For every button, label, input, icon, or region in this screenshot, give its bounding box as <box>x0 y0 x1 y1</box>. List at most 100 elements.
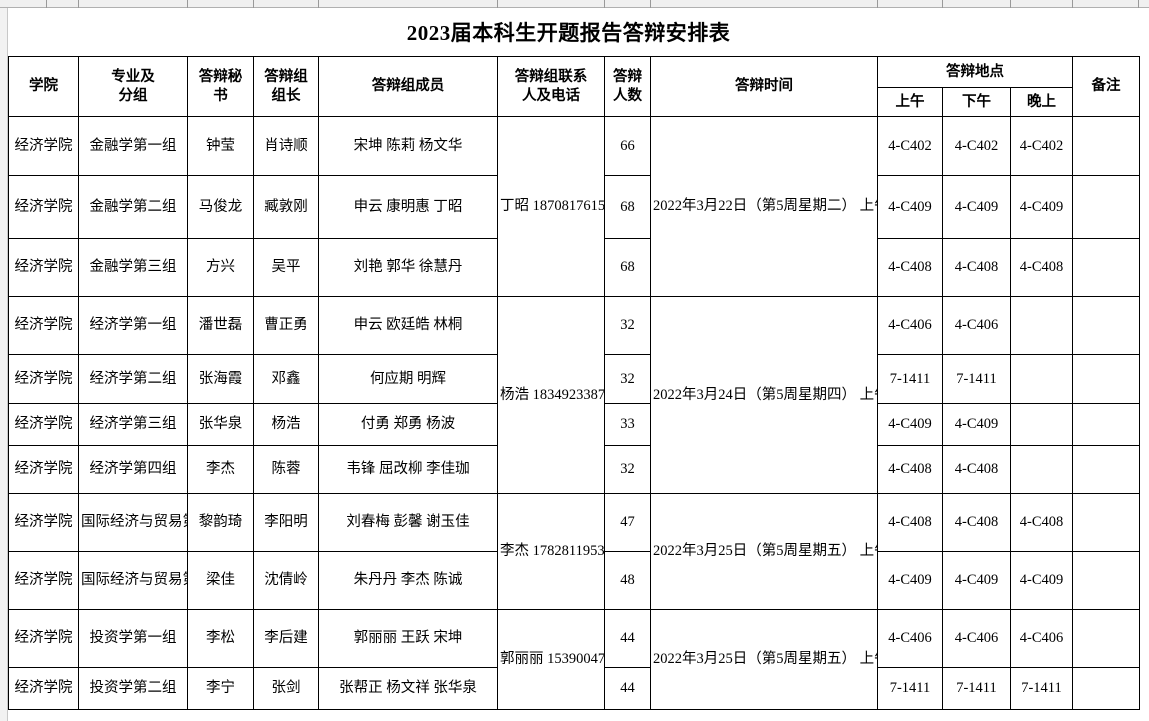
cell-venue-evening[interactable]: 4-C402 <box>1010 116 1073 176</box>
cell-major-group[interactable]: 金融学第二组 <box>78 175 188 239</box>
cell-members[interactable]: 何应期 明辉 <box>318 354 498 404</box>
cell-venue-afternoon[interactable]: 4-C409 <box>942 403 1011 446</box>
cell-venue-evening[interactable]: 7-1411 <box>1010 667 1073 710</box>
cell-venue-morning[interactable]: 4-C408 <box>877 445 943 494</box>
cell-venue-afternoon[interactable]: 4-C409 <box>942 175 1011 239</box>
cell-remark[interactable] <box>1072 667 1140 710</box>
cell-members[interactable]: 刘春梅 彭馨 谢玉佳 <box>318 493 498 552</box>
cell-venue-morning[interactable]: 4-C408 <box>877 238 943 297</box>
table-row[interactable]: 经济学院 经济学第一组 潘世磊 曹正勇 申云 欧廷皓 林桐 杨浩 18349233875 3… <box>8 296 1140 494</box>
cell-count[interactable]: 44 <box>604 667 651 710</box>
cell-college[interactable]: 经济学院 <box>8 609 79 668</box>
cell-count[interactable]: 68 <box>604 238 651 297</box>
cell-college[interactable]: 经济学院 <box>8 175 79 239</box>
cell-venue-evening[interactable]: 4-C408 <box>1010 493 1073 552</box>
cell-venue-afternoon[interactable]: 4-C408 <box>942 445 1011 494</box>
cell-members[interactable]: 朱丹丹 李杰 陈诚 <box>318 551 498 610</box>
cell-secretary[interactable]: 张华泉 <box>187 403 254 446</box>
cell-leader[interactable]: 陈蓉 <box>253 445 319 494</box>
cell-venue-afternoon[interactable]: 4-C402 <box>942 116 1011 176</box>
cell-college[interactable]: 经济学院 <box>8 116 79 176</box>
cell-major-group[interactable]: 投资学第二组 <box>78 667 188 710</box>
cell-remark[interactable] <box>1072 296 1140 355</box>
cell-secretary[interactable]: 方兴 <box>187 238 254 297</box>
cell-college[interactable]: 经济学院 <box>8 354 79 404</box>
cell-leader[interactable]: 李阳明 <box>253 493 319 552</box>
cell-contact[interactable]: 丁昭 18708176155 <box>497 116 605 297</box>
cell-secretary[interactable]: 马俊龙 <box>187 175 254 239</box>
cell-venue-evening[interactable] <box>1010 403 1073 446</box>
cell-members[interactable]: 韦锋 屈改柳 李佳珈 <box>318 445 498 494</box>
cell-contact[interactable]: 杨浩 18349233875 <box>497 296 605 494</box>
cell-remark[interactable] <box>1072 238 1140 297</box>
cell-venue-morning[interactable]: 4-C406 <box>877 296 943 355</box>
cell-major-group[interactable]: 投资学第一组 <box>78 609 188 668</box>
cell-count[interactable]: 32 <box>604 296 651 355</box>
cell-venue-evening[interactable]: 4-C409 <box>1010 175 1073 239</box>
cell-venue-afternoon[interactable]: 4-C409 <box>942 551 1011 610</box>
cell-major-group[interactable]: 经济学第四组 <box>78 445 188 494</box>
cell-venue-morning[interactable]: 7-1411 <box>877 354 943 404</box>
cell-major-group[interactable]: 国际经济与贸易第一组 <box>78 493 188 552</box>
cell-count[interactable]: 68 <box>604 175 651 239</box>
cell-secretary[interactable]: 李杰 <box>187 445 254 494</box>
table-row[interactable]: 经济学院 经济学第四组 李杰 陈蓉 韦锋 屈改柳 李佳珈 32 4-C408 4-C408 <box>8 445 1140 494</box>
cell-secretary[interactable]: 张海霞 <box>187 354 254 404</box>
cell-major-group[interactable]: 国际经济与贸易第二组 <box>78 551 188 610</box>
cell-college[interactable]: 经济学院 <box>8 445 79 494</box>
cell-venue-afternoon[interactable]: 7-1411 <box>942 354 1011 404</box>
cell-members[interactable]: 付勇 郑勇 杨波 <box>318 403 498 446</box>
cell-leader[interactable]: 邓鑫 <box>253 354 319 404</box>
cell-leader[interactable]: 吴平 <box>253 238 319 297</box>
cell-venue-afternoon[interactable]: 7-1411 <box>942 667 1011 710</box>
cell-venue-afternoon[interactable]: 4-C406 <box>942 609 1011 668</box>
cell-leader[interactable]: 张剑 <box>253 667 319 710</box>
cell-time[interactable]: 2022年3月25日（第5周星期五） 上午8：00-12：00 下午14：00-… <box>650 493 878 610</box>
cell-venue-morning[interactable]: 4-C402 <box>877 116 943 176</box>
cell-count[interactable]: 48 <box>604 551 651 610</box>
table-row[interactable]: 经济学院 经济学第三组 张华泉 杨浩 付勇 郑勇 杨波 33 4-C409 4-C409 <box>8 403 1140 446</box>
cell-venue-evening[interactable]: 4-C408 <box>1010 238 1073 297</box>
cell-remark[interactable] <box>1072 609 1140 668</box>
cell-time[interactable]: 2022年3月24日（第5周星期四） 上午：8：30-12：00 下午：13：0… <box>650 296 878 494</box>
cell-venue-morning[interactable]: 4-C406 <box>877 609 943 668</box>
cell-remark[interactable] <box>1072 354 1140 404</box>
cell-members[interactable]: 宋坤 陈莉 杨文华 <box>318 116 498 176</box>
cell-venue-morning[interactable]: 4-C409 <box>877 403 943 446</box>
cell-venue-morning[interactable]: 4-C408 <box>877 493 943 552</box>
cell-secretary[interactable]: 李松 <box>187 609 254 668</box>
cell-contact[interactable]: 郭丽丽 15390047981 <box>497 609 605 710</box>
cell-count[interactable]: 47 <box>604 493 651 552</box>
cell-leader[interactable]: 李后建 <box>253 609 319 668</box>
cell-venue-afternoon[interactable]: 4-C408 <box>942 493 1011 552</box>
cell-venue-evening[interactable] <box>1010 354 1073 404</box>
cell-venue-afternoon[interactable]: 4-C406 <box>942 296 1011 355</box>
cell-count[interactable]: 66 <box>604 116 651 176</box>
cell-members[interactable]: 刘艳 郭华 徐慧丹 <box>318 238 498 297</box>
cell-venue-morning[interactable]: 4-C409 <box>877 175 943 239</box>
cell-secretary[interactable]: 李宁 <box>187 667 254 710</box>
table-row[interactable]: 经济学院 金融学第一组 钟莹 肖诗顺 宋坤 陈莉 杨文华 丁昭 18708176155 66… <box>8 116 1140 297</box>
cell-leader[interactable]: 臧敦刚 <box>253 175 319 239</box>
cell-college[interactable]: 经济学院 <box>8 493 79 552</box>
table-row[interactable]: 经济学院 投资学第二组 李宁 张剑 张帮正 杨文祥 张华泉 44 7-1411 7-1411 7… <box>8 667 1140 710</box>
cell-secretary[interactable]: 潘世磊 <box>187 296 254 355</box>
cell-count[interactable]: 32 <box>604 354 651 404</box>
cell-members[interactable]: 张帮正 杨文祥 张华泉 <box>318 667 498 710</box>
cell-major-group[interactable]: 经济学第一组 <box>78 296 188 355</box>
cell-major-group[interactable]: 金融学第一组 <box>78 116 188 176</box>
table-row[interactable]: 经济学院 经济学第二组 张海霞 邓鑫 何应期 明辉 32 7-1411 7-1411 <box>8 354 1140 404</box>
cell-leader[interactable]: 肖诗顺 <box>253 116 319 176</box>
cell-leader[interactable]: 沈倩岭 <box>253 551 319 610</box>
cell-members[interactable]: 申云 康明惠 丁昭 <box>318 175 498 239</box>
cell-college[interactable]: 经济学院 <box>8 296 79 355</box>
cell-college[interactable]: 经济学院 <box>8 667 79 710</box>
cell-members[interactable]: 申云 欧廷皓 林桐 <box>318 296 498 355</box>
cell-secretary[interactable]: 梁佳 <box>187 551 254 610</box>
cell-count[interactable]: 33 <box>604 403 651 446</box>
cell-secretary[interactable]: 钟莹 <box>187 116 254 176</box>
cell-venue-morning[interactable]: 4-C409 <box>877 551 943 610</box>
cell-count[interactable]: 44 <box>604 609 651 668</box>
cell-members[interactable]: 郭丽丽 王跃 宋坤 <box>318 609 498 668</box>
